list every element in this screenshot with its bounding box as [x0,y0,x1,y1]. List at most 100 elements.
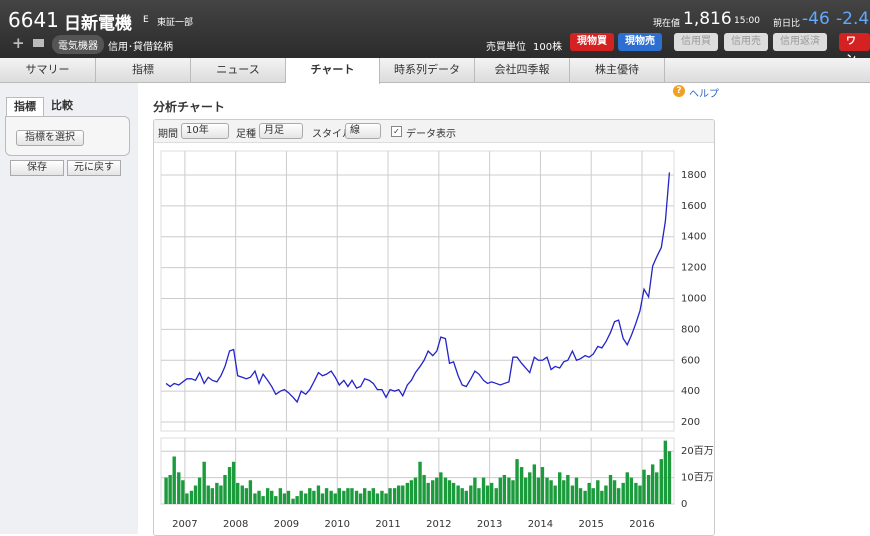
help-icon[interactable]: ? [673,85,685,97]
volume-bar [621,482,625,504]
volume-bar [291,498,295,504]
add-icon[interactable]: + [12,34,25,52]
volume-bar [460,488,464,504]
button[interactable]: 信用買 [674,33,718,51]
button[interactable]: 現物買 [570,33,614,51]
volume-bar [553,485,557,504]
side-tab[interactable]: 指標 [6,97,44,116]
volume-bar [164,477,168,504]
volume-bar [286,490,291,504]
volume-bar [346,488,350,504]
volume-bar [405,482,410,504]
x-tick-label: 2010 [325,519,350,530]
volume-bar [392,488,397,504]
volume-bar [265,488,270,504]
volume-bar [481,477,486,504]
volume-bar [409,480,414,504]
y-tick-label: 0 [681,499,687,510]
mail-icon[interactable] [33,39,44,47]
unit: 100株 [533,42,563,53]
volume-bar [274,496,278,504]
volume-bar [532,464,537,504]
volume-bar [574,477,579,504]
volume-bar [227,467,232,504]
tab-active[interactable]: チャート [286,58,380,84]
volume-bar [185,493,189,504]
side-tab[interactable]: 比較 [51,99,73,112]
y-tick-label: 1800 [681,170,706,181]
volume-bar [540,467,545,504]
volume-bar [447,480,452,504]
volume-bar [253,493,257,504]
volume-bar [629,477,634,504]
volume-bar [206,485,210,504]
label: スタイル [312,129,352,140]
tab[interactable]: サマリー [0,58,96,82]
volume-bar [528,472,532,504]
change: -46 [802,9,830,29]
volume-bar [604,485,608,504]
tab-bar: サマリー 指標 ニュース チャート 時系列データ 会社四季報 株主優待 [0,58,870,84]
volume-bar [625,472,629,504]
volume-bar [308,488,312,504]
volume-bar [244,488,249,504]
x-tick-label: 2008 [223,519,248,530]
volume-bar [456,485,460,504]
volume-bar [515,459,519,504]
volume-bar [562,480,566,504]
button[interactable]: 現物売 [618,33,662,51]
volume-bar [596,480,600,504]
volume-bar [663,440,668,504]
tab[interactable]: 株主優待 [570,58,665,82]
y-tick-label: 20百万 [681,445,714,457]
volume-bar [494,488,498,504]
volume-bar [536,477,541,504]
y-tick-label: 400 [681,386,700,397]
volume-bar [426,482,430,504]
volume-bar [583,490,587,504]
checkbox[interactable]: ✓ [391,126,402,137]
sector[interactable]: 電気機器 [52,35,104,54]
help-link[interactable]: ヘルプ [689,89,719,100]
volume-bar [380,490,384,504]
volume-bar [231,461,236,504]
reset-button[interactable]: 元に戻す [67,160,121,176]
volume-bar [219,485,223,504]
period-select[interactable]: 10年 [181,123,229,139]
chart-panel: 期間 10年 足種 月足 スタイル 線 ✓ データ表示 200 400 600 800… [153,119,715,536]
volume-bar [172,456,176,504]
volume-bar [443,477,448,504]
volume-bar [511,480,515,504]
volume-bar [616,488,621,504]
volume-bar [316,485,321,504]
volume-bar [422,474,426,504]
volume-bar [413,477,418,504]
volume-bar [181,480,185,504]
volume-bar [489,482,494,504]
bar-select[interactable]: 月足 [259,123,303,139]
button[interactable]: ワン株 [839,33,870,83]
volume-bar [646,474,651,504]
label: 足種 [236,129,256,140]
tab[interactable]: ニュース [191,58,286,82]
volume-bar [469,485,473,504]
indicator-select[interactable]: 指標を選択 [16,130,84,146]
volume-bar [587,482,591,504]
save-button[interactable]: 保存 [10,160,64,176]
tab[interactable]: 指標 [96,58,191,82]
y-tick-label: 200 [681,417,700,428]
volume-bar [591,488,595,504]
volume-bar [304,493,308,504]
tab[interactable]: 会社四季報 [475,58,570,82]
x-tick-label: 2012 [426,519,451,530]
button[interactable]: 信用売 [724,33,768,51]
header: 6641 日新電機 E 東証一部 現在値 1,816 15:00 前日比 -46… [0,0,870,83]
tab[interactable]: 時系列データ [380,58,475,82]
style-select[interactable]: 線 [345,123,381,139]
volume-bar [519,467,524,504]
plot-frame [160,150,675,432]
button[interactable]: 信用返済 [773,33,827,51]
y-tick-label: 600 [681,355,700,366]
volume-bar [189,490,194,504]
